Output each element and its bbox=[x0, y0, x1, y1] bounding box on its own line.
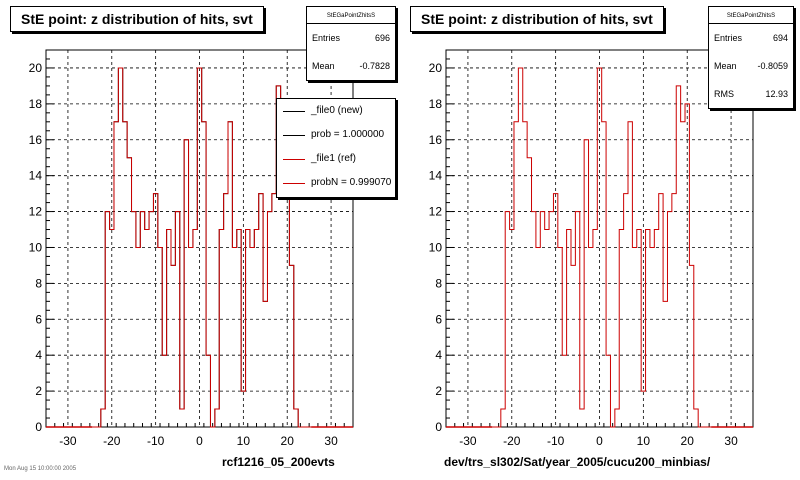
left-stats-mean-row: Mean -0.7828 bbox=[307, 52, 395, 80]
y-tick-label: 16 bbox=[29, 133, 43, 147]
legend-label-probn: probN = 0.999070 bbox=[311, 177, 392, 188]
y-tick-label: 10 bbox=[29, 240, 43, 254]
histogram-series-0 bbox=[492, 67, 712, 428]
right-panel: -30 -20 -10 0 10 20 30 0 2 4 6 8 10 12 14 16 18 20 StE po… bbox=[400, 0, 800, 480]
y-tick-label: 8 bbox=[435, 276, 442, 290]
y-tick-label: 0 bbox=[35, 420, 42, 434]
right-stats-mean-value: -0.8059 bbox=[757, 61, 788, 71]
left-stats-box: StEGaPointZhitsS Entries 696 Mean -0.782… bbox=[306, 6, 396, 81]
x-tick-label: -30 bbox=[459, 434, 477, 448]
right-stats-rms-row: RMS 12.93 bbox=[709, 80, 793, 108]
left-legend: _file0 (new) prob = 1.000000 _file1 (ref… bbox=[276, 98, 396, 198]
x-tick-label: -20 bbox=[103, 434, 121, 448]
y-tick-label: 0 bbox=[435, 420, 442, 434]
left-panel: -30 -20 -10 0 10 20 30 0 2 4 6 8 10 12 14 16 18 20 StE po… bbox=[4, 6, 396, 472]
y-tick-label: 18 bbox=[29, 97, 43, 111]
y-tick-label: 20 bbox=[429, 61, 443, 75]
y-tick-label: 2 bbox=[35, 384, 42, 398]
y-tick-label: 18 bbox=[429, 97, 443, 111]
right-stats-name: StEGaPointZhitsS bbox=[709, 7, 793, 24]
right-stats-entries-row: Entries 694 bbox=[709, 24, 793, 52]
x-tick-label: 30 bbox=[724, 434, 738, 448]
legend-entry-probn: probN = 0.999070 bbox=[277, 171, 395, 195]
right-stats-rms-label: RMS bbox=[714, 89, 734, 99]
x-tick-label: 0 bbox=[596, 434, 603, 448]
right-stats-entries-label: Entries bbox=[714, 33, 743, 43]
legend-swatch-prob bbox=[283, 135, 305, 136]
y-tick-label: 20 bbox=[29, 61, 43, 75]
histogram-series-1 bbox=[92, 67, 312, 428]
legend-entry-file0: _file0 (new) bbox=[277, 99, 395, 123]
y-tick-label: 12 bbox=[429, 205, 443, 219]
y-tick-label: 12 bbox=[29, 205, 43, 219]
x-tick-label: 10 bbox=[637, 434, 651, 448]
left-stats-name: StEGaPointZhitsS bbox=[307, 7, 395, 24]
y-tick-label: 14 bbox=[429, 169, 443, 183]
right-stats-entries-value: 694 bbox=[772, 33, 788, 43]
y-tick-label: 4 bbox=[435, 348, 442, 362]
legend-entry-file1: _file1 (ref) bbox=[277, 147, 395, 171]
y-tick-label: 4 bbox=[35, 348, 42, 362]
right-stats-mean-row: Mean -0.8059 bbox=[709, 52, 793, 80]
x-tick-label: 0 bbox=[196, 434, 203, 448]
y-tick-label: 2 bbox=[435, 384, 442, 398]
left-chart-title: StE point: z distribution of hits, svt bbox=[10, 6, 264, 32]
left-stats-entries-row: Entries 696 bbox=[307, 24, 395, 52]
x-tick-label: 10 bbox=[237, 434, 251, 448]
x-tick-label: -10 bbox=[547, 434, 565, 448]
legend-entry-prob: prob = 1.000000 bbox=[277, 123, 395, 147]
x-tick-label: 20 bbox=[281, 434, 295, 448]
right-chart-title: StE point: z distribution of hits, svt bbox=[410, 6, 664, 32]
right-stats-rms-value: 12.93 bbox=[765, 89, 788, 99]
left-stats-mean-value: -0.7828 bbox=[359, 61, 390, 71]
y-tick-label: 6 bbox=[435, 312, 442, 326]
y-tick-label: 10 bbox=[429, 240, 443, 254]
x-tick-label: -30 bbox=[59, 434, 77, 448]
y-tick-label: 8 bbox=[35, 276, 42, 290]
x-tick-label: 20 bbox=[681, 434, 695, 448]
right-histogram: -30 -20 -10 0 10 20 30 0 2 4 6 8 10 12 14 16 18 20 bbox=[429, 49, 754, 448]
x-tick-label: -10 bbox=[147, 434, 165, 448]
left-x-axis-title: rcf1216_05_200evts bbox=[222, 455, 335, 469]
right-stats-mean-label: Mean bbox=[714, 61, 737, 71]
legend-swatch-file0 bbox=[283, 111, 305, 112]
legend-swatch-file1 bbox=[283, 159, 305, 160]
left-stats-entries-label: Entries bbox=[312, 33, 341, 43]
x-tick-label: 30 bbox=[324, 434, 338, 448]
legend-label-file0: _file0 (new) bbox=[311, 105, 363, 116]
right-x-axis-title: dev/trs_sl302/Sat/year_2005/cucu200_minb… bbox=[444, 455, 711, 469]
y-tick-label: 14 bbox=[29, 169, 43, 183]
y-tick-label: 16 bbox=[429, 133, 443, 147]
left-stats-entries-value: 696 bbox=[374, 33, 390, 43]
legend-label-file1: _file1 (ref) bbox=[311, 153, 357, 164]
legend-swatch-probn bbox=[283, 183, 305, 184]
left-stats-mean-label: Mean bbox=[312, 61, 335, 71]
right-stats-box: StEGaPointZhitsS Entries 694 Mean -0.805… bbox=[708, 6, 794, 109]
y-tick-label: 6 bbox=[35, 312, 42, 326]
footer-timestamp: Mon Aug 15 10:00:00 2005 bbox=[4, 466, 77, 472]
x-tick-label: -20 bbox=[503, 434, 521, 448]
legend-label-prob: prob = 1.000000 bbox=[311, 129, 385, 140]
